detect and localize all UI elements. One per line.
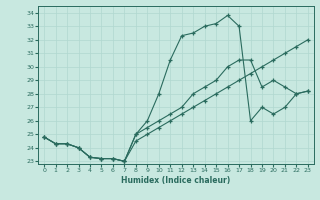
X-axis label: Humidex (Indice chaleur): Humidex (Indice chaleur) [121,176,231,185]
